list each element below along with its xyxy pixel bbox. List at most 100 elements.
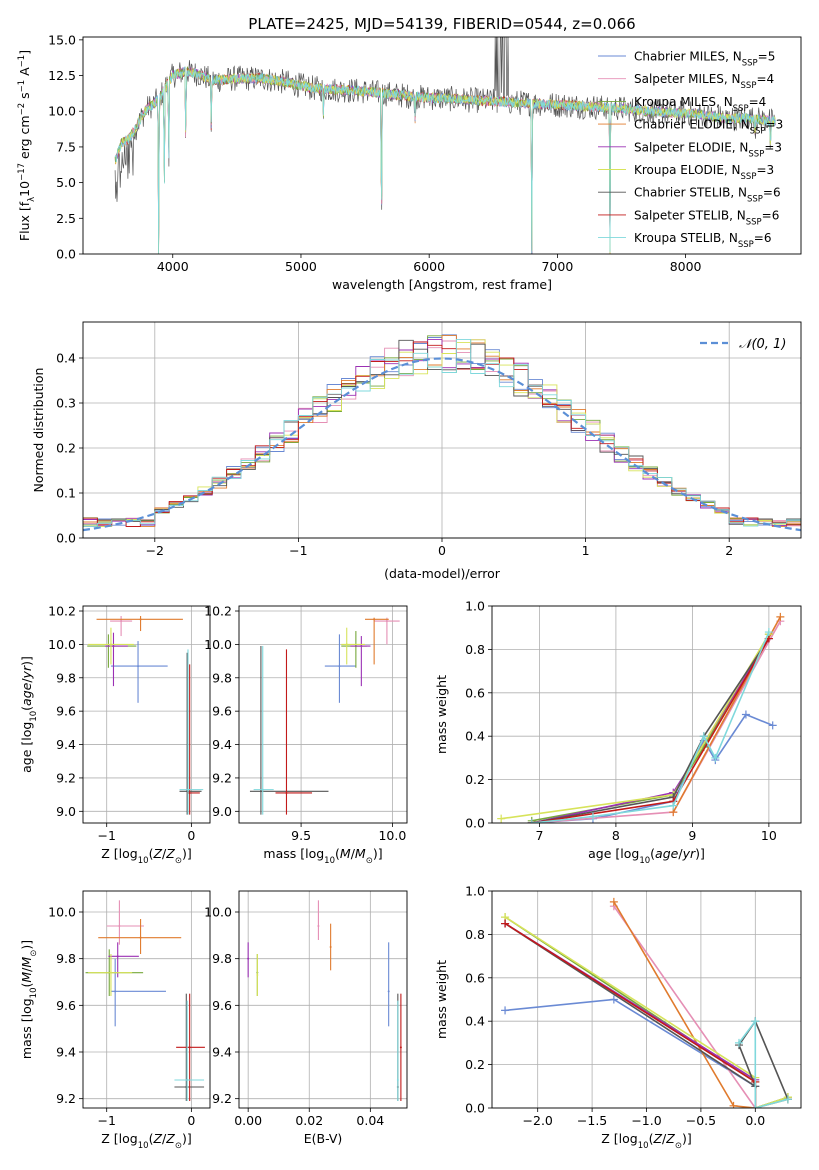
weight-marker (609, 897, 618, 906)
plot-area-mass-vs-Z (85, 900, 205, 1101)
legend-series-name: Kroupa ELODIE (634, 163, 724, 177)
data-point (373, 618, 376, 621)
x-tick-label: 0 (187, 1113, 195, 1128)
plot-area-mass-vs-ebv (247, 900, 402, 1101)
histogram-8 (83, 338, 801, 527)
weight-marker (501, 919, 510, 928)
legend-label: 𝒩(0, 1) (739, 337, 786, 352)
y-tick-label: 10.0 (204, 905, 232, 920)
panel-age-vs-mass: 9.5 10.0 9.0 9.2 9.4 9.6 9.8 10.0 10.2 mass [log1… (204, 604, 408, 866)
x-tick-label: 9.5 (291, 828, 311, 843)
x-tick-label: 0.04 (356, 1113, 384, 1128)
legend-nssp: 5 (768, 50, 776, 64)
axes-frame (238, 890, 408, 1109)
y-tick-label: 15.0 (48, 32, 76, 47)
legend-label: Chabrier MILES, NSSP=5 (634, 50, 775, 69)
legend-nssp: 4 (767, 72, 775, 86)
y-tick-label: 9.4 (212, 1045, 232, 1060)
y-tick-label: 9.0 (56, 804, 76, 819)
x-tick-label: 0.02 (295, 1113, 323, 1128)
y-tick-label: 0.8 (465, 642, 485, 657)
panel-mass-vs-Z: −1 0 9.2 9.4 9.6 9.8 10.0 Z [log10(Z/Z⊙)] mass [… (19, 890, 211, 1151)
data-point (261, 788, 264, 791)
x-axis-label: (data-model)/error (384, 566, 501, 581)
spectrum-line-8 (114, 66, 776, 254)
axes-frame (491, 890, 802, 1109)
legend-series-name: Salpeter ELODIE (634, 140, 732, 154)
data-point (118, 925, 121, 927)
x-tick-label: −1 (289, 543, 307, 558)
x-tick-label: 0.00 (234, 1113, 262, 1128)
axes-frame (82, 890, 211, 1109)
weight-line-8 (531, 631, 770, 823)
legend-series-name: Chabrier ELODIE (634, 118, 733, 132)
data-point (109, 643, 112, 646)
x-axis-label: Z [log10(Z/Z⊙)] (101, 1131, 191, 1151)
y-tick-label: 9.6 (56, 998, 76, 1013)
data-point (188, 791, 191, 794)
y-tick-label: 0.1 (56, 486, 76, 501)
plot-area-age-vs-mass (249, 617, 400, 815)
data-point (188, 1046, 191, 1049)
y-tick-label: 0.0 (56, 247, 76, 262)
y-tick-label: 9.8 (56, 951, 76, 966)
data-point (329, 946, 332, 948)
y-tick-label: 9.4 (56, 737, 76, 752)
x-axis-label: mass [log10(M/M⊙)] (263, 846, 382, 866)
weight-line-4 (531, 638, 770, 823)
plot-area-spectrum (114, 37, 776, 254)
data-point (259, 790, 262, 793)
plot-area-residuals (83, 334, 801, 532)
weight-line-8 (738, 1018, 789, 1108)
x-tick-label: 8000 (670, 259, 702, 274)
data-point (317, 925, 320, 927)
axes-frame (82, 321, 802, 539)
data-point (256, 974, 259, 976)
panel-mass-vs-ebv: 0.00 0.02 0.04 9.2 9.4 9.6 9.8 10.0 E(B-V) (204, 890, 408, 1146)
y-tick-label: 2.5 (56, 211, 76, 226)
y-tick-label: 9.4 (212, 737, 232, 752)
x-tick-label: 8 (612, 828, 620, 843)
weight-marker (669, 801, 678, 810)
y-axis-label: mass weight (434, 960, 449, 1039)
y-tick-label: 10.2 (204, 604, 232, 619)
y-tick-label: 9.6 (56, 704, 76, 719)
legend-series-name: Chabrier MILES (634, 50, 725, 64)
x-tick-label: 0 (438, 543, 446, 558)
normal-reference-curve (83, 357, 801, 532)
weight-line-6 (531, 638, 770, 823)
legend-label: Salpeter ELODIE, NSSP=3 (634, 140, 782, 159)
axes-frame (82, 36, 802, 255)
y-tick-label: 0.4 (56, 351, 76, 366)
legend-series-name: Kroupa MILES (634, 95, 716, 109)
y-tick-label: 0.0 (465, 816, 485, 831)
y-tick-label: 9.0 (212, 804, 232, 819)
y-tick-label: 9.2 (212, 1091, 232, 1106)
legend-label: Kroupa MILES, NSSP=4 (634, 95, 766, 114)
panel-mass-weight-vs-age: 7 8 9 10 0.0 0.2 0.4 0.6 0.8 1.0 age [log10(age/yr… (434, 599, 802, 866)
x-tick-label: 0 (187, 828, 195, 843)
y-tick-label: 10.0 (48, 104, 76, 119)
x-tick-label: 4000 (157, 259, 189, 274)
legend-nssp: 3 (774, 140, 782, 154)
x-tick-label: −2 (146, 543, 164, 558)
x-tick-label: 7 (535, 828, 543, 843)
weight-line-2 (531, 633, 770, 822)
x-tick-label: −1 (97, 828, 115, 843)
axes-frame (238, 605, 408, 824)
y-tick-label: 10.0 (48, 905, 76, 920)
data-point (338, 665, 341, 668)
y-tick-label: 5.0 (56, 175, 76, 190)
y-tick-label: 0.4 (465, 1014, 485, 1029)
panel-spectrum: 4000 5000 6000 7000 8000 0.0 2.5 5.0 7.5 10.0 12.5… (17, 15, 802, 292)
weight-line-0 (531, 713, 774, 823)
data-point (137, 665, 140, 668)
data-point (247, 957, 250, 960)
weight-marker (497, 814, 506, 823)
y-tick-label: 0.6 (465, 970, 485, 985)
x-tick-label: 9 (688, 828, 696, 843)
weight-marker (711, 753, 720, 762)
y-tick-label: 10.0 (204, 637, 232, 652)
legend-series-name: Salpeter STELIB (634, 208, 729, 222)
weight-marker (729, 1101, 738, 1108)
